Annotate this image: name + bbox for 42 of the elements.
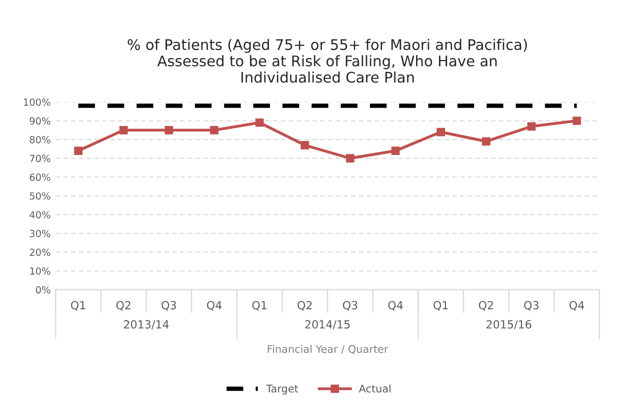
y-tick-label: 10% [30,267,50,275]
text: 2015/16 [486,320,532,330]
point [210,126,218,134]
x-tick-label: Q2 [478,300,493,311]
point [346,154,354,162]
legend-label: Actual [358,384,390,393]
x-tick-label: Q3 [162,300,176,311]
point [527,122,536,131]
y-tick-label: 30% [30,230,50,238]
y-tick-label: 70% [30,154,50,162]
point [391,146,400,155]
x-tick-label: Q4 [388,300,403,311]
chart-title: % of Patients (Aged 75+ or 55+ for Maori and Pacifica) Assessed to be at Risk of Falling, Who Have an Individualised Care Plan [128,38,527,83]
x-tick-label: Q4 [570,300,584,311]
point [74,146,82,155]
x-tick-label: Q1 [434,300,448,311]
point [300,141,310,150]
x-tick-label: Q2 [298,300,312,311]
y-tick-label: 60% [30,174,50,181]
y-tick-label: 100% [24,98,50,106]
y-tick-label: 50% [30,192,50,200]
x-tick-label: Q1 [70,300,86,311]
legend-label: Target [266,384,298,395]
y-tick-label: 90% [30,117,50,125]
text: 2013/14 [124,320,169,330]
text: 2014/15 [305,320,350,330]
x-tick-label: Q1 [252,300,266,311]
x-tick-label: Q3 [524,300,538,311]
y-tick-label: 0% [36,286,50,294]
x-tick-label: Q2 [116,300,130,311]
point [436,128,446,136]
point [572,116,581,125]
point [119,126,128,134]
point [255,118,264,127]
x-axis-title: Financial Year / Quarter [268,344,388,354]
x-tick-label: Q4 [206,300,222,311]
x-tick-label: Q3 [342,300,358,311]
y-tick-label: 80% [30,136,50,144]
point [164,126,174,134]
point [482,137,490,146]
y-tick-label: 20% [30,248,50,256]
y-tick-label: 40% [30,211,50,218]
